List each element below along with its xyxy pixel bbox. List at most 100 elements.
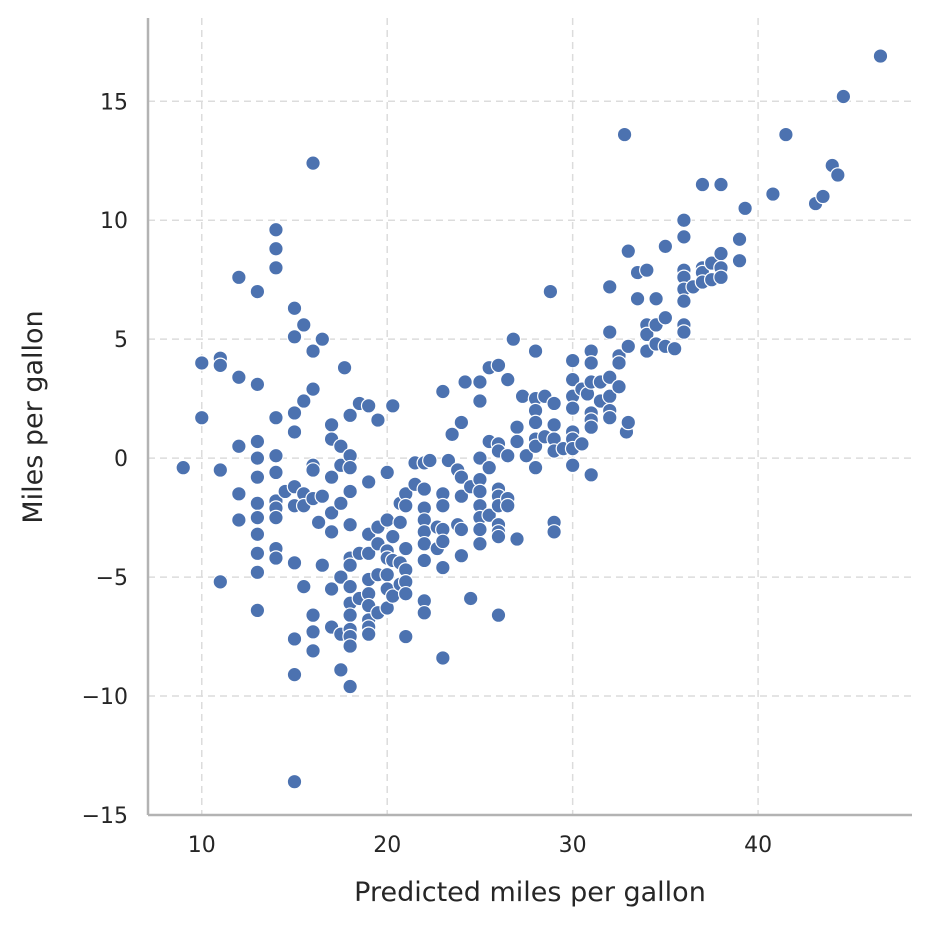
data-point	[370, 412, 386, 428]
data-point	[676, 229, 692, 245]
data-point	[453, 414, 470, 431]
data-point	[231, 269, 247, 286]
data-point	[379, 464, 396, 481]
data-point	[601, 279, 618, 295]
data-point	[397, 628, 414, 645]
data-point	[620, 414, 637, 431]
data-point	[509, 433, 525, 450]
data-point	[295, 393, 312, 409]
data-point	[249, 509, 266, 526]
data-point	[713, 245, 729, 262]
data-point	[527, 414, 544, 431]
data-point	[435, 650, 451, 666]
data-point	[249, 376, 266, 393]
data-point	[713, 269, 729, 286]
data-point	[527, 459, 544, 476]
data-point	[499, 497, 516, 514]
data-point	[657, 238, 674, 255]
data-point	[286, 405, 303, 421]
data-point	[648, 290, 664, 307]
data-point	[583, 419, 599, 436]
data-point	[336, 359, 353, 376]
data-point	[778, 126, 794, 143]
axes	[146, 18, 912, 817]
data-point	[323, 417, 340, 433]
data-point	[564, 371, 581, 388]
data-point	[310, 514, 327, 531]
data-point	[527, 343, 544, 359]
data-point	[249, 526, 266, 543]
data-point	[453, 547, 470, 564]
data-point	[360, 474, 377, 490]
data-point	[472, 450, 488, 466]
data-point	[490, 357, 507, 374]
data-point	[435, 559, 451, 576]
data-point	[462, 590, 479, 607]
data-point	[249, 450, 266, 466]
data-point	[444, 426, 460, 443]
data-point	[323, 524, 340, 540]
data-point	[676, 212, 692, 229]
data-point	[342, 607, 358, 623]
data-point	[564, 457, 581, 474]
data-point	[397, 540, 414, 557]
data-point	[323, 469, 340, 485]
y-tick-label: 0	[114, 447, 128, 472]
data-point	[737, 200, 753, 217]
data-point	[305, 381, 321, 397]
data-point	[231, 512, 247, 528]
data-point	[499, 447, 516, 464]
data-point	[231, 369, 247, 386]
data-point	[268, 509, 284, 526]
data-point	[676, 324, 692, 340]
data-point	[286, 328, 303, 345]
data-point	[342, 407, 358, 424]
data-point	[268, 550, 284, 566]
data-point	[342, 578, 358, 595]
data-point	[416, 481, 433, 497]
x-tick-label: 40	[744, 833, 772, 858]
data-point	[342, 459, 358, 476]
data-point	[514, 388, 531, 405]
data-point	[212, 462, 229, 478]
data-point	[231, 438, 247, 455]
data-point	[546, 395, 562, 412]
data-point	[564, 400, 581, 416]
data-point	[342, 516, 358, 533]
data-point	[440, 452, 457, 469]
data-point	[249, 469, 266, 485]
data-point	[583, 466, 599, 483]
x-tick-label: 30	[559, 833, 587, 858]
data-point	[422, 452, 438, 469]
data-point	[295, 317, 312, 333]
y-tick-label: −10	[82, 685, 128, 710]
data-point	[333, 569, 349, 585]
data-point	[379, 512, 396, 528]
data-point	[268, 260, 284, 276]
data-point	[193, 409, 210, 426]
data-point	[574, 436, 590, 452]
data-point	[546, 524, 562, 540]
data-point	[490, 528, 507, 545]
data-point	[397, 585, 414, 602]
data-point	[392, 514, 408, 531]
y-tick-label: −15	[82, 804, 128, 829]
data-point	[305, 643, 321, 659]
data-point	[305, 462, 321, 478]
grid-lines	[148, 18, 912, 815]
data-point	[676, 293, 692, 309]
data-point	[323, 505, 340, 521]
data-point	[765, 186, 781, 202]
data-point	[333, 438, 349, 455]
y-tick-label: 15	[100, 90, 128, 115]
data-point	[542, 283, 559, 300]
data-point	[286, 666, 303, 683]
tick-labels: 10 20 30 40 −15 −10 −5 0 5 10 15	[82, 90, 773, 858]
data-point	[249, 602, 266, 619]
data-point	[193, 355, 210, 371]
data-point	[268, 409, 284, 426]
data-point	[601, 324, 618, 340]
data-point	[384, 528, 401, 545]
data-point	[731, 252, 748, 269]
data-point	[305, 155, 321, 171]
